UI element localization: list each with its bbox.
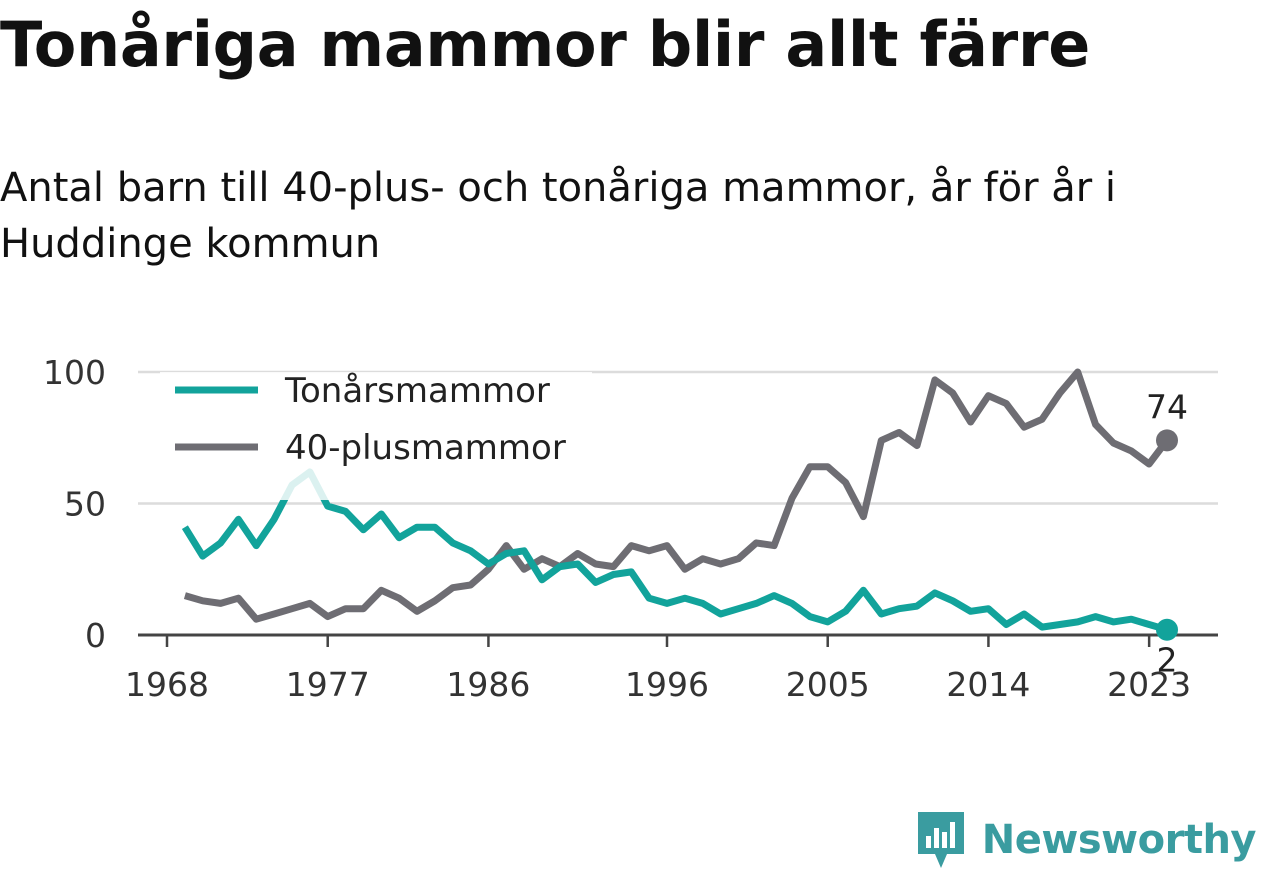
end-value-label: 74 — [1146, 387, 1188, 426]
end-value-label: 2 — [1157, 641, 1178, 680]
series-end-point — [1156, 618, 1178, 641]
x-tick-label: 2014 — [946, 665, 1030, 704]
series-line-0 — [181, 468, 1168, 634]
y-tick-label: 50 — [64, 485, 106, 524]
y-tick-label: 100 — [43, 353, 106, 392]
chart-subtitle: Antal barn till 40-plus- och tonåriga ma… — [0, 165, 1117, 267]
brand-name: Newsworthy — [981, 817, 1257, 863]
x-tick-label: 2005 — [786, 665, 870, 704]
y-tick-label: 0 — [85, 616, 106, 655]
x-tick-label: 1977 — [286, 665, 370, 704]
chart-title: Tonåriga mammor blir allt färre — [0, 8, 1090, 81]
legend-label: 40-plusmammor — [285, 428, 566, 468]
line-chart: 0 50 100 1968 1977 1986 1996 2005 2014 2023 2 74 T… — [43, 353, 1218, 704]
x-tick-label: 1986 — [446, 665, 530, 704]
series-lines: 2 74 — [181, 368, 1188, 680]
legend: Tonårsmammor 40-plusmammor — [160, 371, 592, 500]
axes: 0 50 100 1968 1977 1986 1996 2005 2014 2023 — [43, 353, 1218, 704]
x-tick-label: 2023 — [1107, 665, 1191, 704]
brand: Newsworthy — [916, 809, 1257, 871]
series-end-point — [1156, 429, 1178, 452]
newsworthy-logo-icon — [917, 812, 964, 868]
x-tick-label: 1996 — [625, 665, 709, 704]
series-line-1 — [183, 368, 1170, 623]
x-tick-label: 1968 — [125, 665, 209, 704]
legend-label: Tonårsmammor — [284, 371, 550, 411]
